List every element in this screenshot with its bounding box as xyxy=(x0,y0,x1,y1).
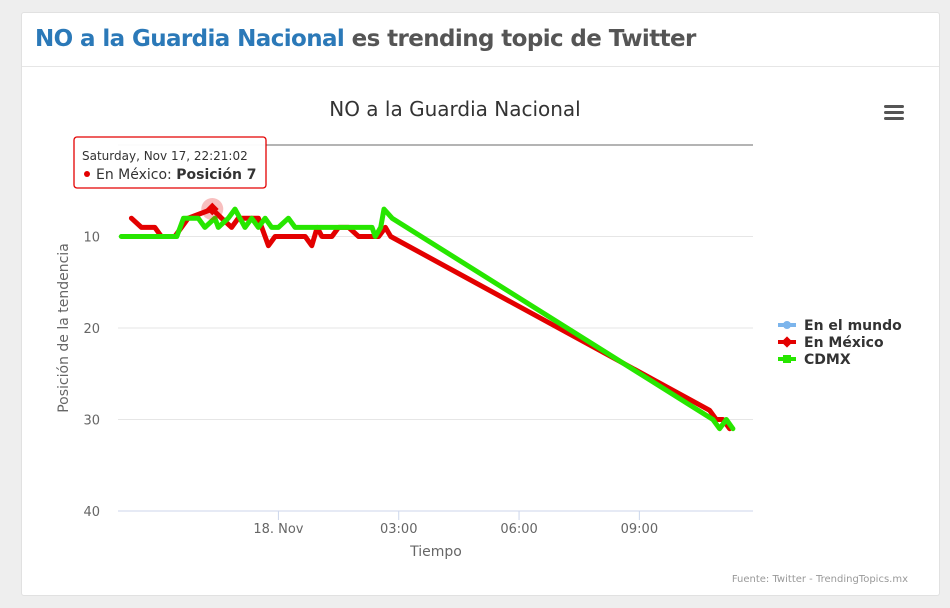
tooltip-date: Saturday, Nov 17, 22:21:02 xyxy=(82,149,248,163)
hover-marker xyxy=(201,198,224,221)
chart-title: NO a la Guardia Nacional xyxy=(329,97,581,121)
x-tick-label: 18. Nov xyxy=(253,522,303,537)
legend-symbol-marker xyxy=(781,336,793,348)
legend-symbol-marker xyxy=(783,355,791,363)
tooltip: Saturday, Nov 17, 22:21:02 En México: Po… xyxy=(73,136,267,189)
legend-label: En el mundo xyxy=(804,318,902,334)
menu-icon[interactable] xyxy=(884,105,904,120)
x-tick-label: 09:00 xyxy=(621,522,658,537)
x-axis-title: Tiempo xyxy=(409,544,462,560)
x-tick-label: 03:00 xyxy=(380,522,417,537)
y-axis-title: Posición de la tendencia xyxy=(56,243,72,413)
x-axis-ticks: 18. Nov 03:00 06:00 09:00 xyxy=(253,511,658,537)
menu-icon-bar-2 xyxy=(884,111,904,114)
y-tick-label: 30 xyxy=(83,414,100,429)
legend-item[interactable]: En el mundo xyxy=(778,318,902,334)
chart-credits[interactable]: Fuente: Twitter - TrendingTopics.mx xyxy=(732,574,908,585)
tooltip-value: Posición 7 xyxy=(176,167,256,183)
series-line xyxy=(118,206,736,432)
menu-icon-bar-3 xyxy=(884,117,904,120)
header-title-rest: es trending topic de Twitter xyxy=(351,26,697,52)
tooltip-value-line: En México: Posición 7 xyxy=(96,167,257,183)
trending-card: NO a la Guardia Nacional es trending top… xyxy=(21,12,940,596)
grid-lines xyxy=(118,236,753,420)
legend-item[interactable]: En México xyxy=(778,335,884,351)
legend-label: En México xyxy=(804,335,884,351)
header-topic-link[interactable]: NO a la Guardia Nacional xyxy=(35,26,345,52)
y-tick-label: 40 xyxy=(83,505,100,520)
x-tick-label: 06:00 xyxy=(500,522,537,537)
legend-symbol-marker xyxy=(783,321,791,329)
hover-point xyxy=(205,202,219,216)
card-header: NO a la Guardia Nacional es trending top… xyxy=(22,13,939,67)
tooltip-series-name: En México: xyxy=(96,167,172,183)
tooltip-series-dot xyxy=(84,171,90,177)
chart-container: NO a la Guardia Nacional 10 20 30 40 18. No… xyxy=(22,68,939,595)
y-tick-label: 10 xyxy=(83,231,100,246)
tooltip-box xyxy=(73,136,267,189)
series-group xyxy=(118,206,736,432)
y-axis-ticks: 10 20 30 40 xyxy=(83,231,100,521)
legend-item[interactable]: CDMX xyxy=(778,352,851,368)
legend-label: CDMX xyxy=(804,352,851,368)
menu-icon-bar-1 xyxy=(884,105,904,108)
y-tick-label: 20 xyxy=(83,322,100,337)
trend-chart: NO a la Guardia Nacional 10 20 30 40 18. No… xyxy=(56,97,908,585)
